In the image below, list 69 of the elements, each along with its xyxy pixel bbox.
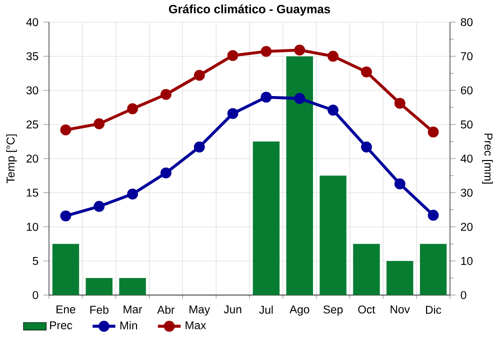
point <box>94 200 105 212</box>
x-tick-label: Feb <box>90 305 108 314</box>
y-tick-label: 10 <box>26 222 38 231</box>
point <box>194 141 205 152</box>
x-tick-label: Oct <box>358 305 376 314</box>
point <box>294 93 306 104</box>
point <box>227 50 238 61</box>
point <box>127 188 138 200</box>
y-axis-title: Temp [°C] <box>6 134 17 184</box>
y-tick-label: 25 <box>26 120 38 128</box>
point <box>360 66 372 78</box>
bar <box>86 278 112 296</box>
point <box>394 178 406 190</box>
point <box>60 124 72 136</box>
x-tick-label: May <box>190 305 210 316</box>
y2-tick-label: 40 <box>460 154 473 163</box>
x-tick-label: Nov <box>390 305 410 314</box>
x-tick-label: Ago <box>290 305 310 316</box>
bar <box>252 141 280 296</box>
y2-tick-label: 70 <box>460 52 473 60</box>
y-tick-label: 35 <box>26 52 38 60</box>
legend-label: Max <box>186 321 206 330</box>
legend-label: Prec <box>50 321 72 330</box>
point <box>428 126 439 138</box>
point <box>428 210 439 221</box>
point <box>60 210 72 222</box>
point <box>194 70 205 81</box>
y2-tick-label: 80 <box>460 18 473 26</box>
y2-tick-label: 0 <box>460 291 466 300</box>
bar <box>420 244 447 296</box>
x-tick-label: Mar <box>124 305 142 314</box>
y2-tick-label: 60 <box>460 86 473 94</box>
y2-tick-label: 20 <box>460 222 473 231</box>
x-tick-label: Ene <box>56 305 76 314</box>
y-tick-label: 30 <box>26 86 38 94</box>
y-tick-label: 40 <box>26 18 38 26</box>
y2-tick-label: 10 <box>461 256 473 265</box>
x-tick-label: Jun <box>224 305 242 314</box>
point <box>328 50 339 62</box>
bar <box>52 244 80 296</box>
x-tick-label: Jul <box>259 305 273 314</box>
point <box>294 44 306 56</box>
point <box>260 46 272 57</box>
x-tick-label: Abr <box>157 305 175 314</box>
point <box>160 167 172 178</box>
bar <box>286 56 313 296</box>
bar <box>119 278 146 296</box>
y-tick-label: 0 <box>32 291 38 300</box>
point <box>394 98 406 109</box>
point <box>127 103 138 114</box>
bar <box>353 244 380 296</box>
y2-tick-label: 50 <box>460 120 473 128</box>
point <box>227 108 238 119</box>
y-tick-label: 20 <box>26 154 38 163</box>
point <box>328 104 339 116</box>
point <box>94 118 105 130</box>
point <box>360 141 372 152</box>
bar <box>386 260 414 296</box>
y-tick-label: 15 <box>26 188 38 197</box>
bar <box>320 176 346 296</box>
chart-title: Gráfico climático - Guaymas <box>168 4 330 16</box>
y-tick-label: 5 <box>32 256 38 265</box>
x-tick-label: Sep <box>323 305 343 316</box>
point <box>260 92 272 103</box>
y2-axis-title: Prec [mm] <box>482 134 493 184</box>
point <box>160 88 172 100</box>
legend-label: Min <box>120 321 138 330</box>
x-tick-label: Dic <box>426 305 442 314</box>
y2-tick-label: 30 <box>460 188 473 197</box>
